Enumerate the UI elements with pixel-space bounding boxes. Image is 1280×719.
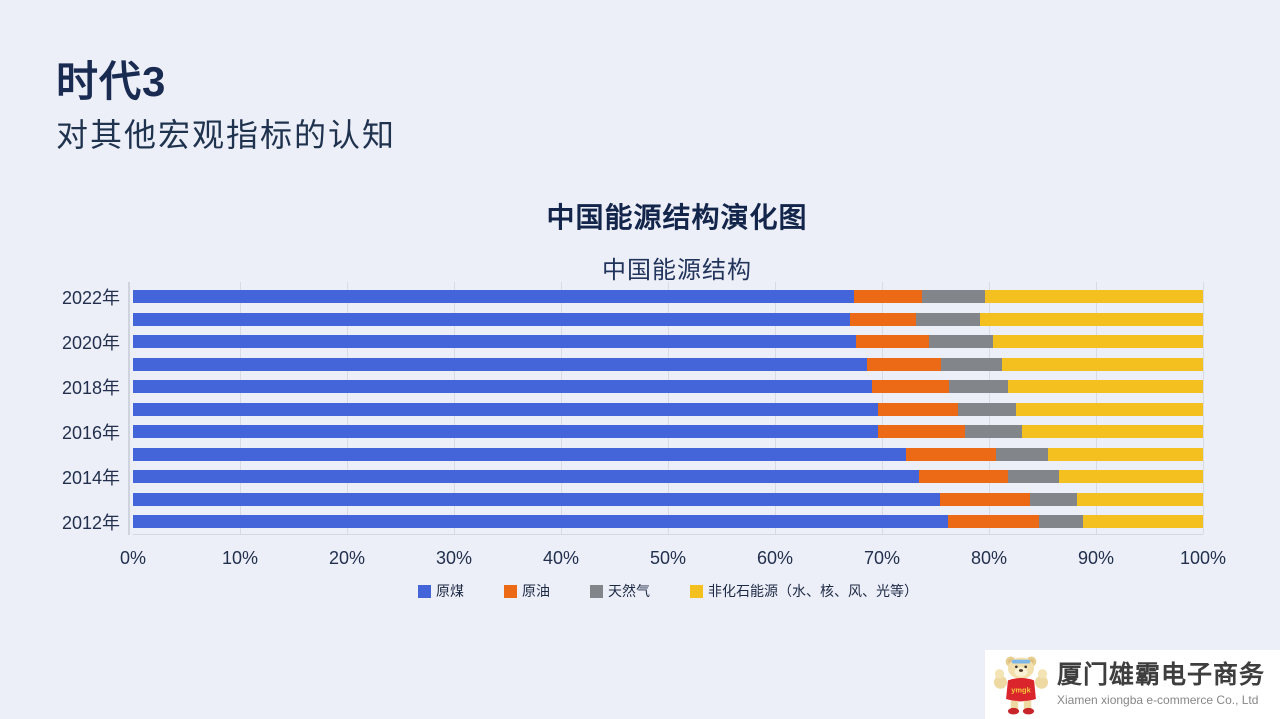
bar-segment-2021年-天然气 [916, 312, 981, 326]
bar-segment-2018年-非化石能源（水、核、风、光等） [1008, 380, 1203, 393]
bar-segment-2022年-天然气 [921, 290, 985, 303]
bar-segment-2013年-天然气 [1029, 492, 1077, 506]
gridline-100% [1203, 282, 1204, 534]
y-axis-line [128, 282, 130, 535]
bar-segment-2016年-非化石能源（水、核、风、光等） [1022, 425, 1203, 438]
bar-segment-2017年-非化石能源（水、核、风、光等） [1015, 402, 1203, 416]
bar-segment-2014年-原煤 [133, 470, 920, 483]
bar-segment-2017年-原煤 [133, 402, 878, 416]
legend-swatch-icon [690, 584, 703, 598]
y-axis-label: 2016年 [61, 422, 120, 443]
bar-segment-2021年-原煤 [133, 312, 850, 326]
bar-segment-2013年-原煤 [133, 492, 940, 506]
y-axis-label: 2012年 [61, 512, 120, 533]
bar-segment-2020年-天然气 [929, 335, 994, 348]
bar-segment-2012年-非化石能源（水、核、风、光等） [1083, 515, 1203, 528]
legend-item: 天然气 [590, 581, 650, 601]
legend-swatch-icon [418, 584, 431, 598]
bar-segment-2020年-原油 [856, 335, 930, 348]
bar-segment-2015年-原煤 [133, 447, 906, 461]
bar-segment-2019年-非化石能源（水、核、风、光等） [1001, 357, 1203, 371]
y-axis: 2022年 2020年 2018年 2016年 2014年 2012年 [0, 282, 120, 535]
bar-segment-2020年-原煤 [133, 335, 857, 348]
bar-segment-2012年-原油 [948, 515, 1040, 528]
legend-item: 原油 [504, 581, 550, 601]
x-tick-label: 50% [649, 548, 687, 568]
y-axis-label: 2022年 [61, 287, 120, 308]
chart-subtitle: 中国能源结构 [602, 257, 752, 284]
plot-area [128, 282, 1204, 535]
bar-segment-2022年-非化石能源（水、核、风、光等） [984, 290, 1203, 303]
legend-item: 原煤 [418, 581, 464, 601]
bar-segment-2014年-天然气 [1008, 470, 1059, 483]
page-title: 时代3 [56, 58, 167, 105]
bar-segment-2016年-原油 [877, 425, 966, 438]
x-tick-label: 20% [328, 548, 366, 568]
bar-segment-2013年-非化石能源（水、核、风、光等） [1076, 492, 1203, 506]
bar-segment-2019年-原油 [867, 357, 941, 371]
y-axis-label: 2014年 [61, 467, 120, 488]
bar-segment-2022年-原煤 [133, 290, 855, 303]
legend-label: 原油 [522, 583, 550, 599]
company-name-en: Xiamen xiongba e-commerce Co., Ltd [1057, 692, 1259, 707]
y-axis-label: 2020年 [61, 332, 120, 353]
bar-segment-2013年-原油 [939, 492, 1030, 506]
x-tick-label: 80% [970, 548, 1008, 568]
x-tick-label: 0% [119, 548, 147, 568]
company-logo-text: 厦门雄霸电子商务 Xiamen xiongba e-commerce Co., … [1057, 662, 1265, 707]
bar-segment-2015年-原油 [905, 447, 997, 461]
chart-title: 中国能源结构演化图 [546, 202, 808, 233]
legend-swatch-icon [590, 584, 603, 598]
bar-segment-2016年-原煤 [133, 425, 878, 438]
legend-item: 非化石能源（水、核、风、光等） [690, 581, 918, 601]
bar-segment-2016年-天然气 [965, 425, 1023, 438]
mascot-shirt-text: ymgk [1011, 685, 1031, 694]
x-tick-label: 90% [1077, 548, 1115, 568]
x-tick-label: 100% [1179, 548, 1227, 568]
legend-label: 非化石能源（水、核、风、光等） [708, 583, 918, 599]
x-tick-label: 10% [221, 548, 259, 568]
bar-segment-2021年-原油 [849, 312, 917, 326]
company-logo: ymgk 厦门雄霸电子商务 Xiamen xiongba e-commerce … [985, 650, 1280, 719]
bar-segment-2019年-原煤 [133, 357, 868, 371]
x-tick-label: 60% [756, 548, 794, 568]
bar-segment-2017年-原油 [877, 402, 958, 416]
bear-mascot-icon: ymgk [993, 656, 1049, 714]
x-axis: 0% 10% 20% 30% 40% 50% 60% 70% 80% 90% 100% [120, 548, 1226, 570]
bar-segment-2018年-天然气 [949, 380, 1009, 393]
bar-segment-2017年-天然气 [957, 402, 1016, 416]
bar-segment-2015年-天然气 [996, 447, 1048, 461]
bar-segment-2021年-非化石能源（水、核、风、光等） [980, 312, 1203, 326]
bar-segment-2014年-原油 [919, 470, 1009, 483]
legend-label: 天然气 [608, 583, 650, 599]
chart-header: 中国能源结构演化图 中国能源结构 [74, 196, 1280, 285]
bar-segment-2019年-天然气 [940, 357, 1002, 371]
company-name-zh: 厦门雄霸电子商务 [1057, 661, 1266, 690]
legend: 原煤 原油 天然气 非化石能源（水、核、风、光等） [133, 581, 1203, 601]
bar-segment-2018年-原油 [872, 380, 950, 393]
bar-segment-2020年-非化石能源（水、核、风、光等） [993, 335, 1203, 348]
bar-segment-2012年-原煤 [133, 515, 949, 528]
bar-segment-2014年-非化石能源（水、核、风、光等） [1058, 470, 1203, 483]
legend-label: 原煤 [436, 583, 464, 599]
bar-segment-2015年-非化石能源（水、核、风、光等） [1047, 447, 1203, 461]
bar-segment-2018年-原煤 [133, 380, 873, 393]
legend-swatch-icon [504, 584, 517, 598]
y-axis-label: 2018年 [61, 377, 120, 398]
page-subtitle: 对其他宏观指标的认知 [56, 117, 397, 153]
bar-segment-2022年-原油 [854, 290, 922, 303]
bar-segment-2012年-天然气 [1039, 515, 1084, 528]
x-tick-label: 40% [542, 548, 580, 568]
x-tick-label: 30% [435, 548, 473, 568]
x-tick-label: 70% [863, 548, 901, 568]
